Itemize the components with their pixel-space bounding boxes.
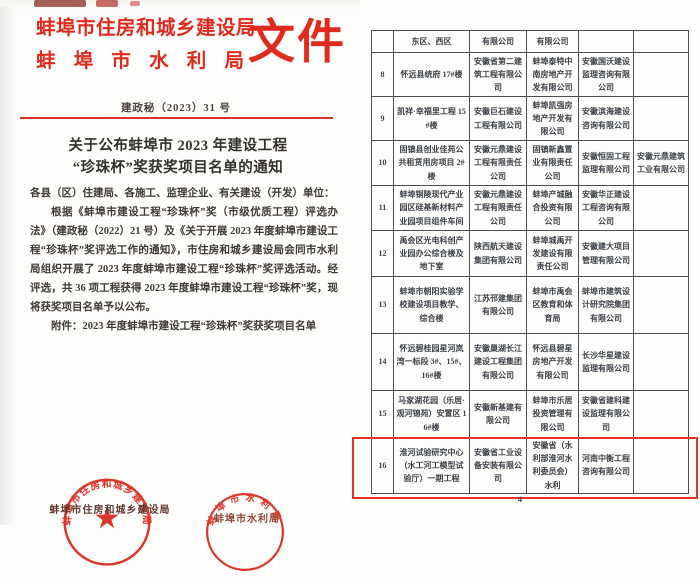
title-line-2: “珍珠杯”奖获奖项目名单的通知 bbox=[72, 160, 284, 176]
cell-developer: 蚌埠泰特中南房地产开发有限公司 bbox=[526, 52, 579, 97]
cell-builder: 安徽巨石建设工程有限公司 bbox=[469, 96, 527, 141]
cell-project: 固镇县创业佳苑公共租赁用房项目 2#楼 bbox=[393, 140, 470, 186]
table-row: 11 蚌埠铜陵现代产业园区硅基新材料产业园项目组件车间 安徽元鼎建设工程有限责任… bbox=[371, 185, 689, 231]
table-row: 9 凯祥·幸福里工程 15#楼 安徽巨石建设工程有限公司 蚌埠凯强房地产开发有限… bbox=[371, 96, 689, 141]
scan-shadow-top bbox=[0, 0, 360, 10]
table-row: 13 蚌埠市朝阳实验学校建设项目教学、综合楼 江苏邗建集团有限公司 蚌埠市禹会区… bbox=[371, 276, 689, 334]
cell-developer: 蚌埠市乐居投资管理有限公司 bbox=[526, 390, 579, 438]
cell-project: 怀远县统府 17#楼 bbox=[393, 52, 470, 97]
cell-other bbox=[633, 230, 689, 277]
cell-project: 凯祥·幸福里工程 15#楼 bbox=[393, 96, 470, 141]
highlight-box bbox=[352, 437, 698, 499]
cell-other bbox=[633, 333, 689, 391]
water-bureau-seal: 蚌埠市水利局 bbox=[202, 489, 288, 575]
cell-supervisor: 蚌埠市建筑设计研究院集团有限公司 bbox=[578, 276, 634, 334]
table-row: 14 怀远碧桂园星河岚湾一标段 3#、15#、16#楼 安徽巢湖长江建设工程集团… bbox=[371, 333, 689, 391]
cell-supervisor: 安徽滨海建设咨询有限公司 bbox=[578, 96, 634, 141]
cell-builder: 安徽元鼎建设工程有限责任公司 bbox=[469, 185, 527, 231]
seal-caption-water: 蚌埠市水利局 bbox=[214, 514, 280, 525]
star-icon bbox=[95, 506, 119, 529]
cell-no: 12 bbox=[371, 230, 394, 277]
notice-title: 关于公布蚌埠市 2023 年建设工程 “珍珠杯”奖获奖项目名单的通知 bbox=[8, 135, 348, 179]
table-row-partial: 东区、西区 有限公司 有限公司 bbox=[371, 30, 689, 53]
title-line-1: 关于公布蚌埠市 2023 年建设工程 bbox=[68, 138, 288, 154]
notice-body: 各县（区）住建局、各施工、监理企业、有关建设（开发）单位： 根据《蚌埠市建设工程… bbox=[30, 184, 338, 336]
cell-builder: 陕西航天建设集团有限公司 bbox=[469, 230, 527, 277]
body-paragraph: 根据《蚌埠市建设工程“珍珠杯”奖（市级优质工程）评选办法》（建政秘（2022）2… bbox=[30, 207, 338, 313]
cell-other bbox=[633, 185, 689, 231]
housing-bureau-seal: 蚌埠市住房和城乡建设局 bbox=[60, 477, 154, 571]
cell-no: 9 bbox=[371, 96, 394, 141]
cell-other bbox=[633, 96, 689, 141]
cell-no: 13 bbox=[371, 276, 394, 334]
table-row: 10 固镇县创业佳苑公共租赁用房项目 2#楼 安徽元鼎建设工程有限责任公司 固镇… bbox=[371, 140, 689, 186]
cell-no: 8 bbox=[371, 52, 394, 97]
cell-project: 马家湖花园（乐居·观河锦苑）安置区 16#楼 bbox=[393, 390, 470, 438]
cell-supervisor: 安徽建大项目管理有限公司 bbox=[578, 230, 634, 277]
cell-other bbox=[633, 437, 689, 494]
cell-project: 东区、西区 bbox=[393, 30, 470, 53]
cell-project: 淮河试验研究中心（水工河工模型试验厅）一期工程 bbox=[393, 437, 470, 494]
cell-other bbox=[633, 52, 689, 97]
cell-supervisor: 安徽国沃建设监理咨询有限公司 bbox=[578, 52, 634, 97]
cell-project: 怀远碧桂园星河岚湾一标段 3#、15#、16#楼 bbox=[393, 333, 470, 391]
seal-graphic: 蚌埠市水利局 bbox=[204, 491, 284, 571]
cell-project: 蚌埠市朝阳实验学校建设项目教学、综合楼 bbox=[393, 276, 470, 334]
scan-shadow-left bbox=[0, 6, 16, 525]
cell-other bbox=[633, 30, 689, 53]
cell-developer: 安徽省（水利部淮河水利委员会）水利 bbox=[526, 437, 579, 494]
seal-graphic: 蚌埠市住房和城乡建设局 bbox=[60, 477, 152, 566]
scan-artifact bbox=[34, 0, 86, 7]
cell-builder: 安徽新基建有限公司 bbox=[469, 390, 527, 438]
scan-artifact bbox=[96, 0, 118, 7]
cell-other: 安徽元鼎建筑工业有限公司 bbox=[633, 140, 689, 186]
cell-supervisor: 长沙华星建设监理有限公司 bbox=[578, 333, 634, 391]
cell-builder: 有限公司 bbox=[469, 30, 527, 53]
doc-number: 建政秘（2023）31 号 bbox=[120, 103, 232, 114]
red-divider bbox=[20, 117, 333, 119]
salutation: 各县（区）住建局、各施工、监理企业、有关建设（开发）单位： bbox=[30, 188, 335, 199]
table-row: 12 禹会区光电科创产业园办公综合楼及地下室 陕西航天建设集团有限公司 蚌埠城禹… bbox=[371, 230, 689, 277]
cell-no: 11 bbox=[371, 185, 394, 231]
cell-supervisor: 安徽恒固工程监理有限公司 bbox=[578, 140, 634, 186]
cell-developer: 有限公司 bbox=[526, 30, 579, 53]
cell-no: 14 bbox=[371, 333, 394, 391]
cell-developer: 蚌埠城禹开发建设有限责任公司 bbox=[526, 230, 579, 277]
cell-no bbox=[371, 30, 394, 53]
cell-developer: 蚌埠凯强房地产开发有限公司 bbox=[526, 96, 579, 141]
cell-no: 15 bbox=[371, 390, 394, 438]
table-row: 8 怀远县统府 17#楼 安徽省第二建筑工程有限公司 蚌埠泰特中南房地产开发有限… bbox=[371, 52, 689, 97]
cell-developer: 蚌埠产城融合投资有限公司 bbox=[526, 185, 579, 231]
cell-other bbox=[633, 390, 689, 438]
cell-supervisor bbox=[578, 30, 634, 53]
page-number: 4 bbox=[517, 494, 523, 504]
cell-builder: 安徽巢湖长江建设工程集团有限公司 bbox=[469, 333, 527, 391]
scan-artifact bbox=[130, 1, 140, 6]
cell-builder: 安徽元鼎建设工程有限责任公司 bbox=[469, 140, 527, 186]
table-row: 15 马家湖花园（乐居·观河锦苑）安置区 16#楼 安徽新基建有限公司 蚌埠市乐… bbox=[371, 390, 689, 438]
cell-developer: 蚌埠市禹会区教育和体育局 bbox=[526, 276, 579, 334]
award-table: 东区、西区 有限公司 有限公司 8 怀远县统府 17#楼 安徽省第二建筑工程有限… bbox=[371, 30, 689, 494]
cell-project: 蚌埠铜陵现代产业园区硅基新材料产业园项目组件车间 bbox=[393, 185, 470, 231]
cell-other bbox=[633, 276, 689, 334]
cell-no: 10 bbox=[371, 140, 394, 186]
attachment-line: 附件：2023 年度蚌埠市建设工程“珍珠杯”奖获奖项目名单 bbox=[51, 321, 317, 332]
issuer-line-2: 蚌埠市水利局 bbox=[36, 51, 244, 72]
cell-supervisor: 安徽省建科建设监理有限公司 bbox=[578, 390, 634, 438]
cell-developer: 怀远县碧星房地产开发有限公司 bbox=[526, 333, 579, 391]
cell-supervisor: 河南中衡工程咨询有限公司 bbox=[578, 437, 634, 494]
cell-supervisor: 安徽华正建设工程咨询有限公司 bbox=[578, 185, 634, 231]
letterhead: 蚌埠市住房和城乡建设局 蚌埠市水利局 文件 bbox=[36, 12, 346, 78]
cell-builder: 江苏邗建集团有限公司 bbox=[469, 276, 527, 334]
cell-builder: 安徽省第二建筑工程有限公司 bbox=[469, 52, 527, 97]
issuer-line-1: 蚌埠市住房和城乡建设局 bbox=[36, 18, 257, 39]
seal-caption-housing: 蚌埠市住房和城乡建设局 bbox=[49, 505, 171, 516]
file-label: 文件 bbox=[248, 17, 346, 69]
cell-developer: 固镇新鑫置业有限责任公司 bbox=[526, 140, 579, 186]
cell-project: 禹会区光电科创产业园办公综合楼及地下室 bbox=[393, 230, 470, 277]
